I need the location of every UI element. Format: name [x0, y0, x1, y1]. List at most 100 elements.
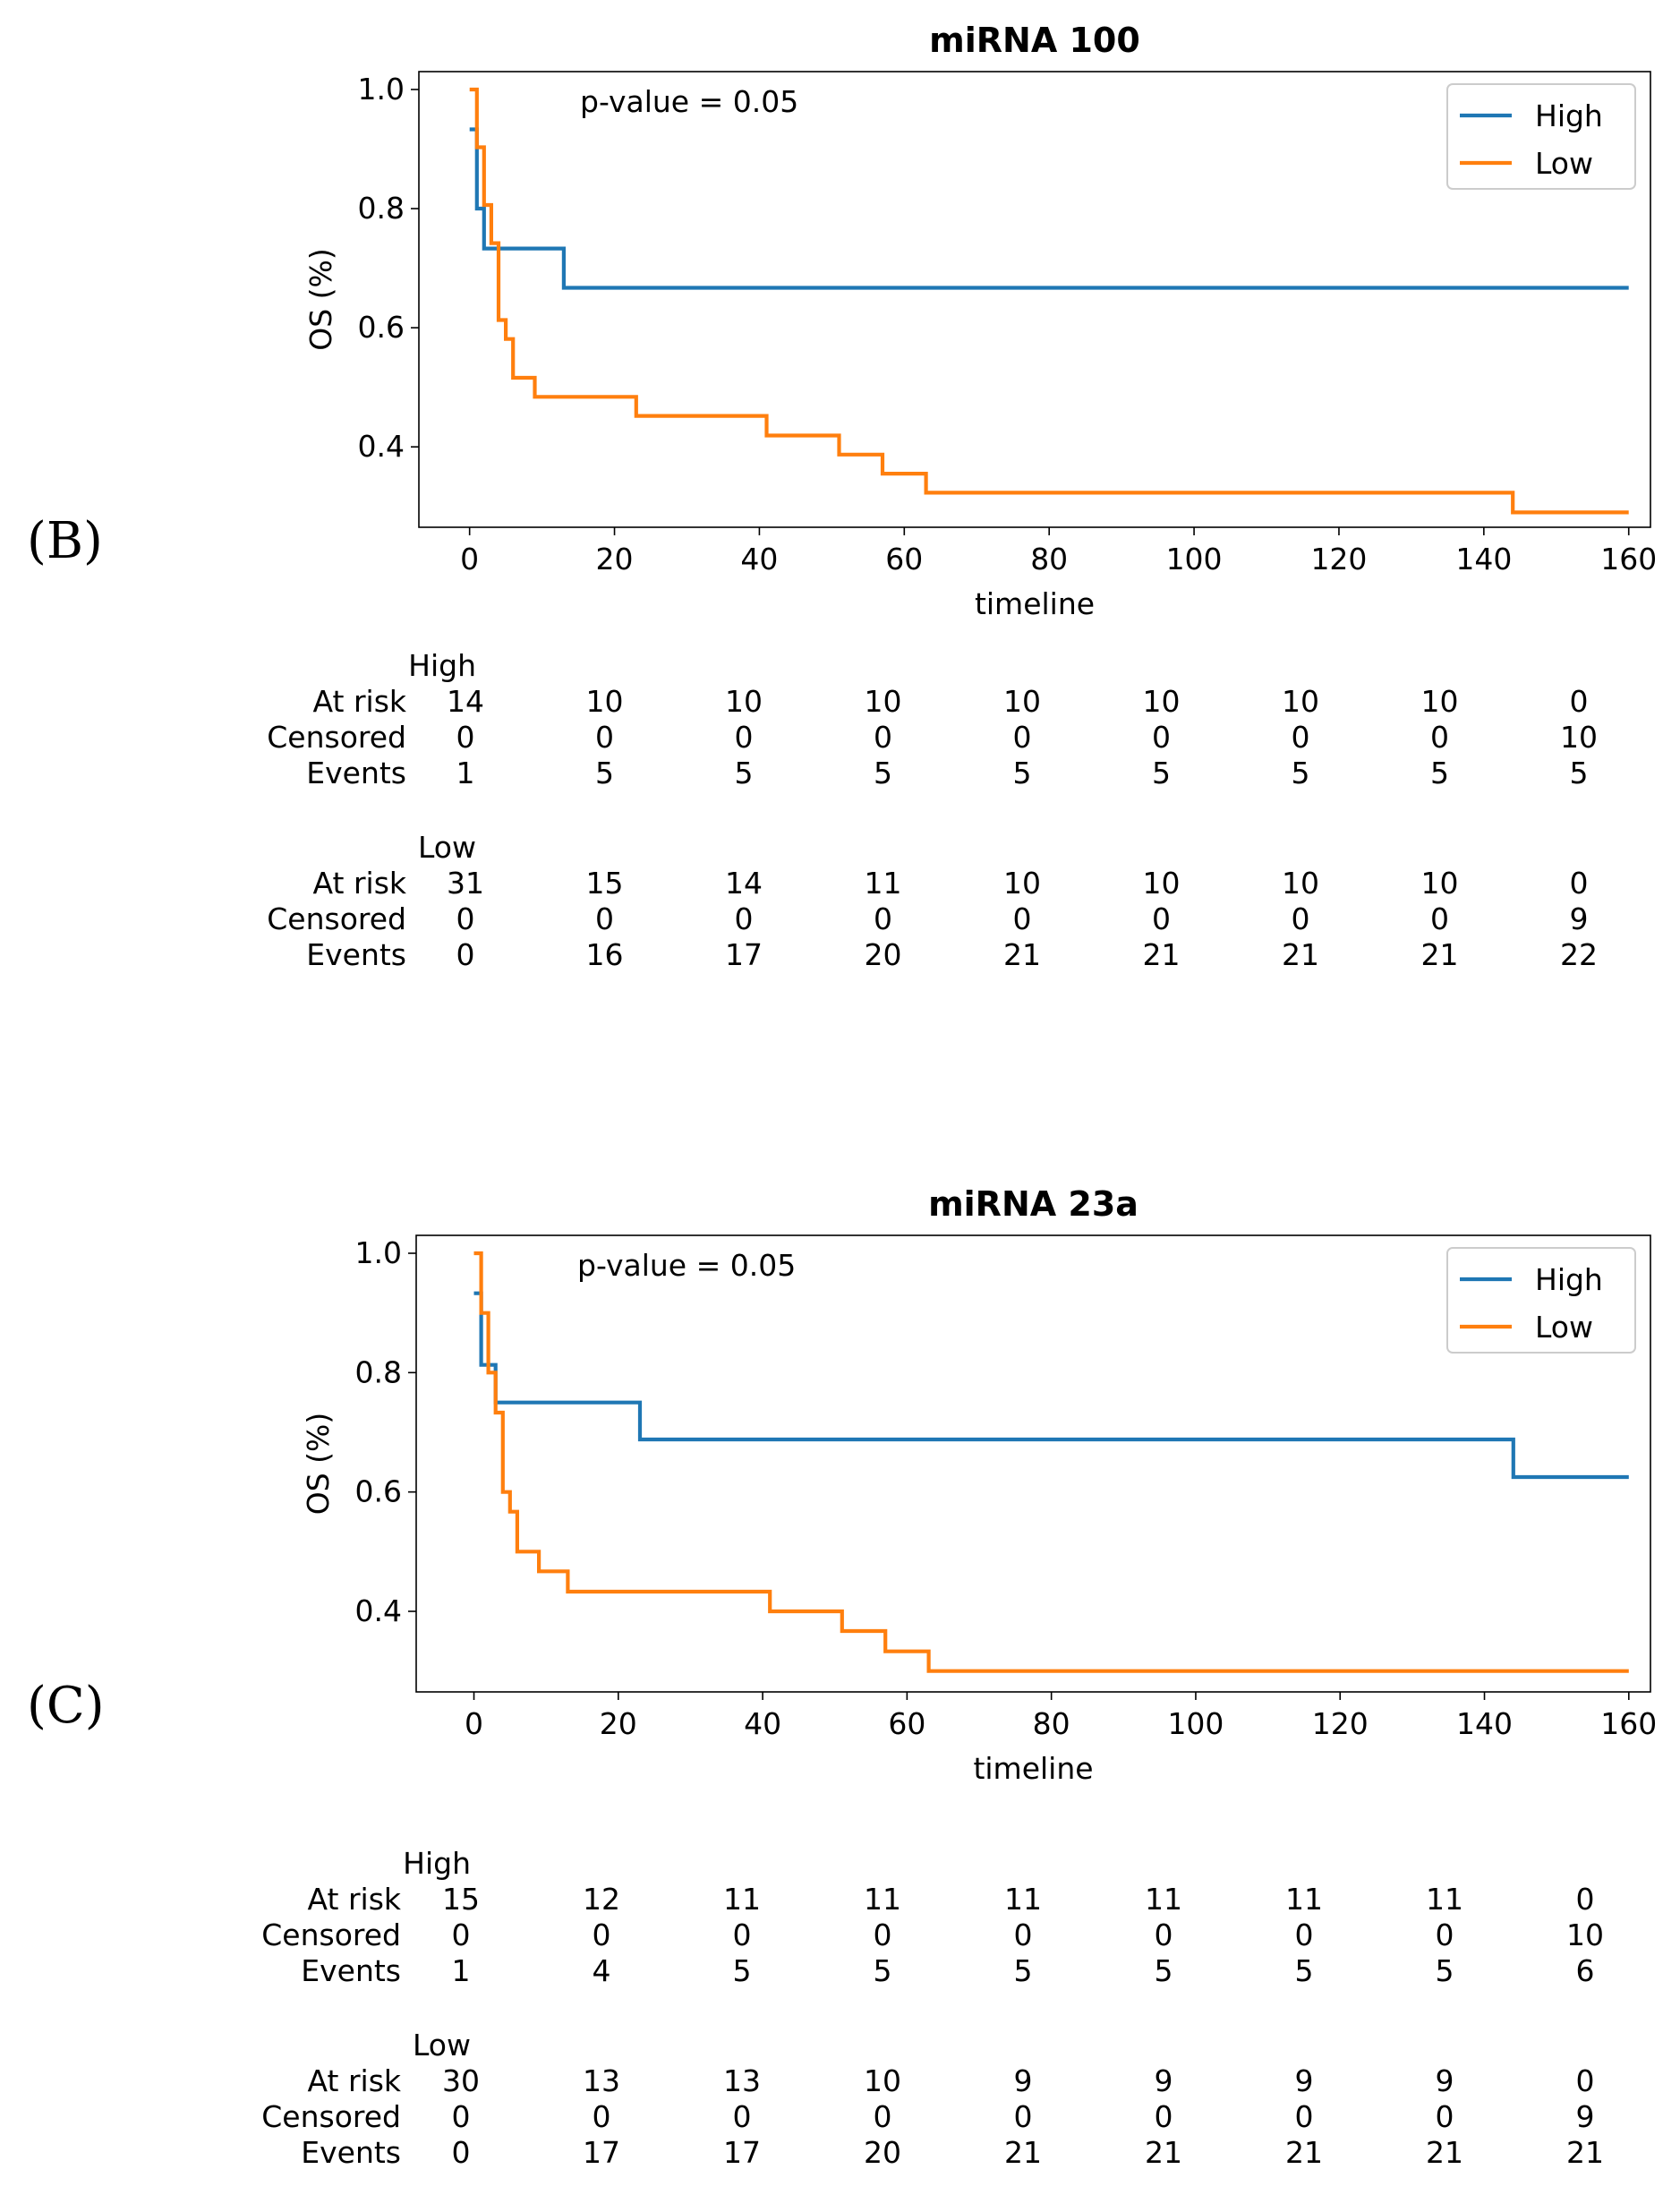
- risk-row-label: Events: [301, 2135, 401, 2170]
- risk-cell: 17: [583, 2135, 620, 2170]
- x-tick-label: 120: [1310, 542, 1367, 577]
- risk-cell: 0: [595, 901, 614, 936]
- risk-cell: 0: [593, 2099, 611, 2134]
- risk-cell: 15: [586, 866, 624, 901]
- risk-cell: 0: [452, 2099, 471, 2134]
- risk-cell: 0: [1292, 720, 1310, 755]
- risk-cell: 5: [1430, 756, 1449, 790]
- plot-frame: [418, 71, 1651, 528]
- risk-cell: 0: [733, 2099, 752, 2134]
- legend-label-low: Low: [1535, 146, 1593, 181]
- risk-cell: 1: [452, 1953, 471, 1988]
- p-value-annotation: p-value = 0.05: [580, 84, 798, 119]
- chart-title: miRNA 23a: [928, 1184, 1138, 1224]
- risk-cell: 10: [1421, 684, 1459, 719]
- risk-cell: 10: [1143, 866, 1181, 901]
- series-line-low: [473, 1251, 1629, 1673]
- risk-cell: 0: [874, 2099, 892, 2134]
- risk-cell: 11: [723, 1882, 761, 1917]
- risk-row-label: Events: [306, 937, 406, 972]
- risk-row-label: Events: [301, 1953, 401, 1988]
- y-tick-label: 0.6: [358, 310, 405, 345]
- x-tick-label: 60: [888, 1706, 925, 1741]
- x-tick-label: 20: [600, 1706, 637, 1741]
- risk-cell: 9: [1155, 2063, 1173, 2098]
- risk-cell: 0: [1576, 1882, 1595, 1917]
- y-tick-label: 1.0: [358, 72, 405, 107]
- risk-cell: 9: [1570, 901, 1589, 936]
- risk-cell: 5: [874, 756, 892, 790]
- risk-cell: 9: [1014, 2063, 1033, 2098]
- y-tick-label: 0.4: [358, 429, 405, 464]
- risk-row-label: At risk: [313, 684, 407, 719]
- series-line-low: [469, 87, 1629, 515]
- risk-cell: 14: [725, 866, 763, 901]
- risk-cell: 5: [1013, 756, 1032, 790]
- x-tick-label: 140: [1455, 542, 1512, 577]
- risk-row-label: At risk: [308, 1882, 402, 1917]
- risk-cell: 5: [1295, 1953, 1314, 1988]
- risk-cell: 31: [447, 866, 484, 901]
- risk-cell: 10: [1566, 1917, 1604, 1952]
- risk-cell: 11: [864, 1882, 901, 1917]
- risk-cell: 0: [1013, 720, 1032, 755]
- risk-cell: 6: [1576, 1953, 1595, 1988]
- risk-cell: 0: [1570, 684, 1589, 719]
- risk-row-label: Censored: [267, 901, 406, 936]
- risk-cell: 22: [1560, 937, 1598, 972]
- risk-cell: 0: [1155, 2099, 1173, 2134]
- risk-cell: 11: [865, 866, 902, 901]
- risk-cell: 5: [1570, 756, 1589, 790]
- risk-cell: 0: [735, 901, 754, 936]
- risk-cell: 0: [452, 1917, 471, 1952]
- risk-cell: 0: [456, 901, 475, 936]
- x-tick-label: 0: [465, 1706, 483, 1741]
- risk-cell: 0: [456, 937, 475, 972]
- chart-title: miRNA 100: [929, 21, 1140, 60]
- plot-frame: [415, 1234, 1651, 1693]
- risk-group-title: Low: [418, 830, 476, 865]
- risk-cell: 10: [1003, 866, 1041, 901]
- risk-cell: 16: [586, 937, 624, 972]
- risk-cell: 10: [865, 684, 902, 719]
- risk-cell: 11: [1285, 1882, 1323, 1917]
- risk-cell: 5: [595, 756, 614, 790]
- risk-cell: 0: [456, 720, 475, 755]
- risk-cell: 10: [864, 2063, 901, 2098]
- y-tick-label: 0.8: [355, 1354, 402, 1389]
- risk-cell: 21: [1145, 2135, 1182, 2170]
- risk-cell: 9: [1436, 2063, 1454, 2098]
- y-axis-label: OS (%): [301, 1413, 336, 1516]
- risk-row-label: Censored: [261, 1917, 401, 1952]
- risk-cell: 0: [1436, 2099, 1454, 2134]
- risk-cell: 5: [1155, 1953, 1173, 1988]
- risk-cell: 5: [874, 1953, 892, 1988]
- risk-cell: 10: [1560, 720, 1598, 755]
- risk-cell: 10: [586, 684, 624, 719]
- risk-cell: 17: [725, 937, 763, 972]
- risk-cell: 10: [1143, 684, 1181, 719]
- risk-cell: 0: [1152, 720, 1171, 755]
- panel-label: (B): [27, 512, 103, 570]
- risk-group-title: Low: [413, 2028, 471, 2063]
- risk-cell: 9: [1576, 2099, 1595, 2134]
- risk-row-label: Censored: [261, 2099, 401, 2134]
- y-axis-label: OS (%): [303, 248, 338, 351]
- p-value-annotation: p-value = 0.05: [577, 1248, 796, 1283]
- risk-cell: 0: [1430, 720, 1449, 755]
- legend-label-high: High: [1535, 98, 1603, 133]
- risk-cell: 12: [583, 1882, 620, 1917]
- risk-cell: 21: [1143, 937, 1181, 972]
- y-tick-label: 0.8: [358, 191, 405, 226]
- legend-label-low: Low: [1535, 1310, 1593, 1345]
- risk-cell: 4: [593, 1953, 611, 1988]
- risk-cell: 11: [1145, 1882, 1182, 1917]
- risk-cell: 10: [1282, 866, 1319, 901]
- x-tick-label: 100: [1166, 542, 1223, 577]
- risk-cell: 0: [874, 720, 892, 755]
- risk-cell: 0: [1570, 866, 1589, 901]
- risk-cell: 0: [593, 1917, 611, 1952]
- risk-cell: 0: [1013, 901, 1032, 936]
- risk-cell: 5: [733, 1953, 752, 1988]
